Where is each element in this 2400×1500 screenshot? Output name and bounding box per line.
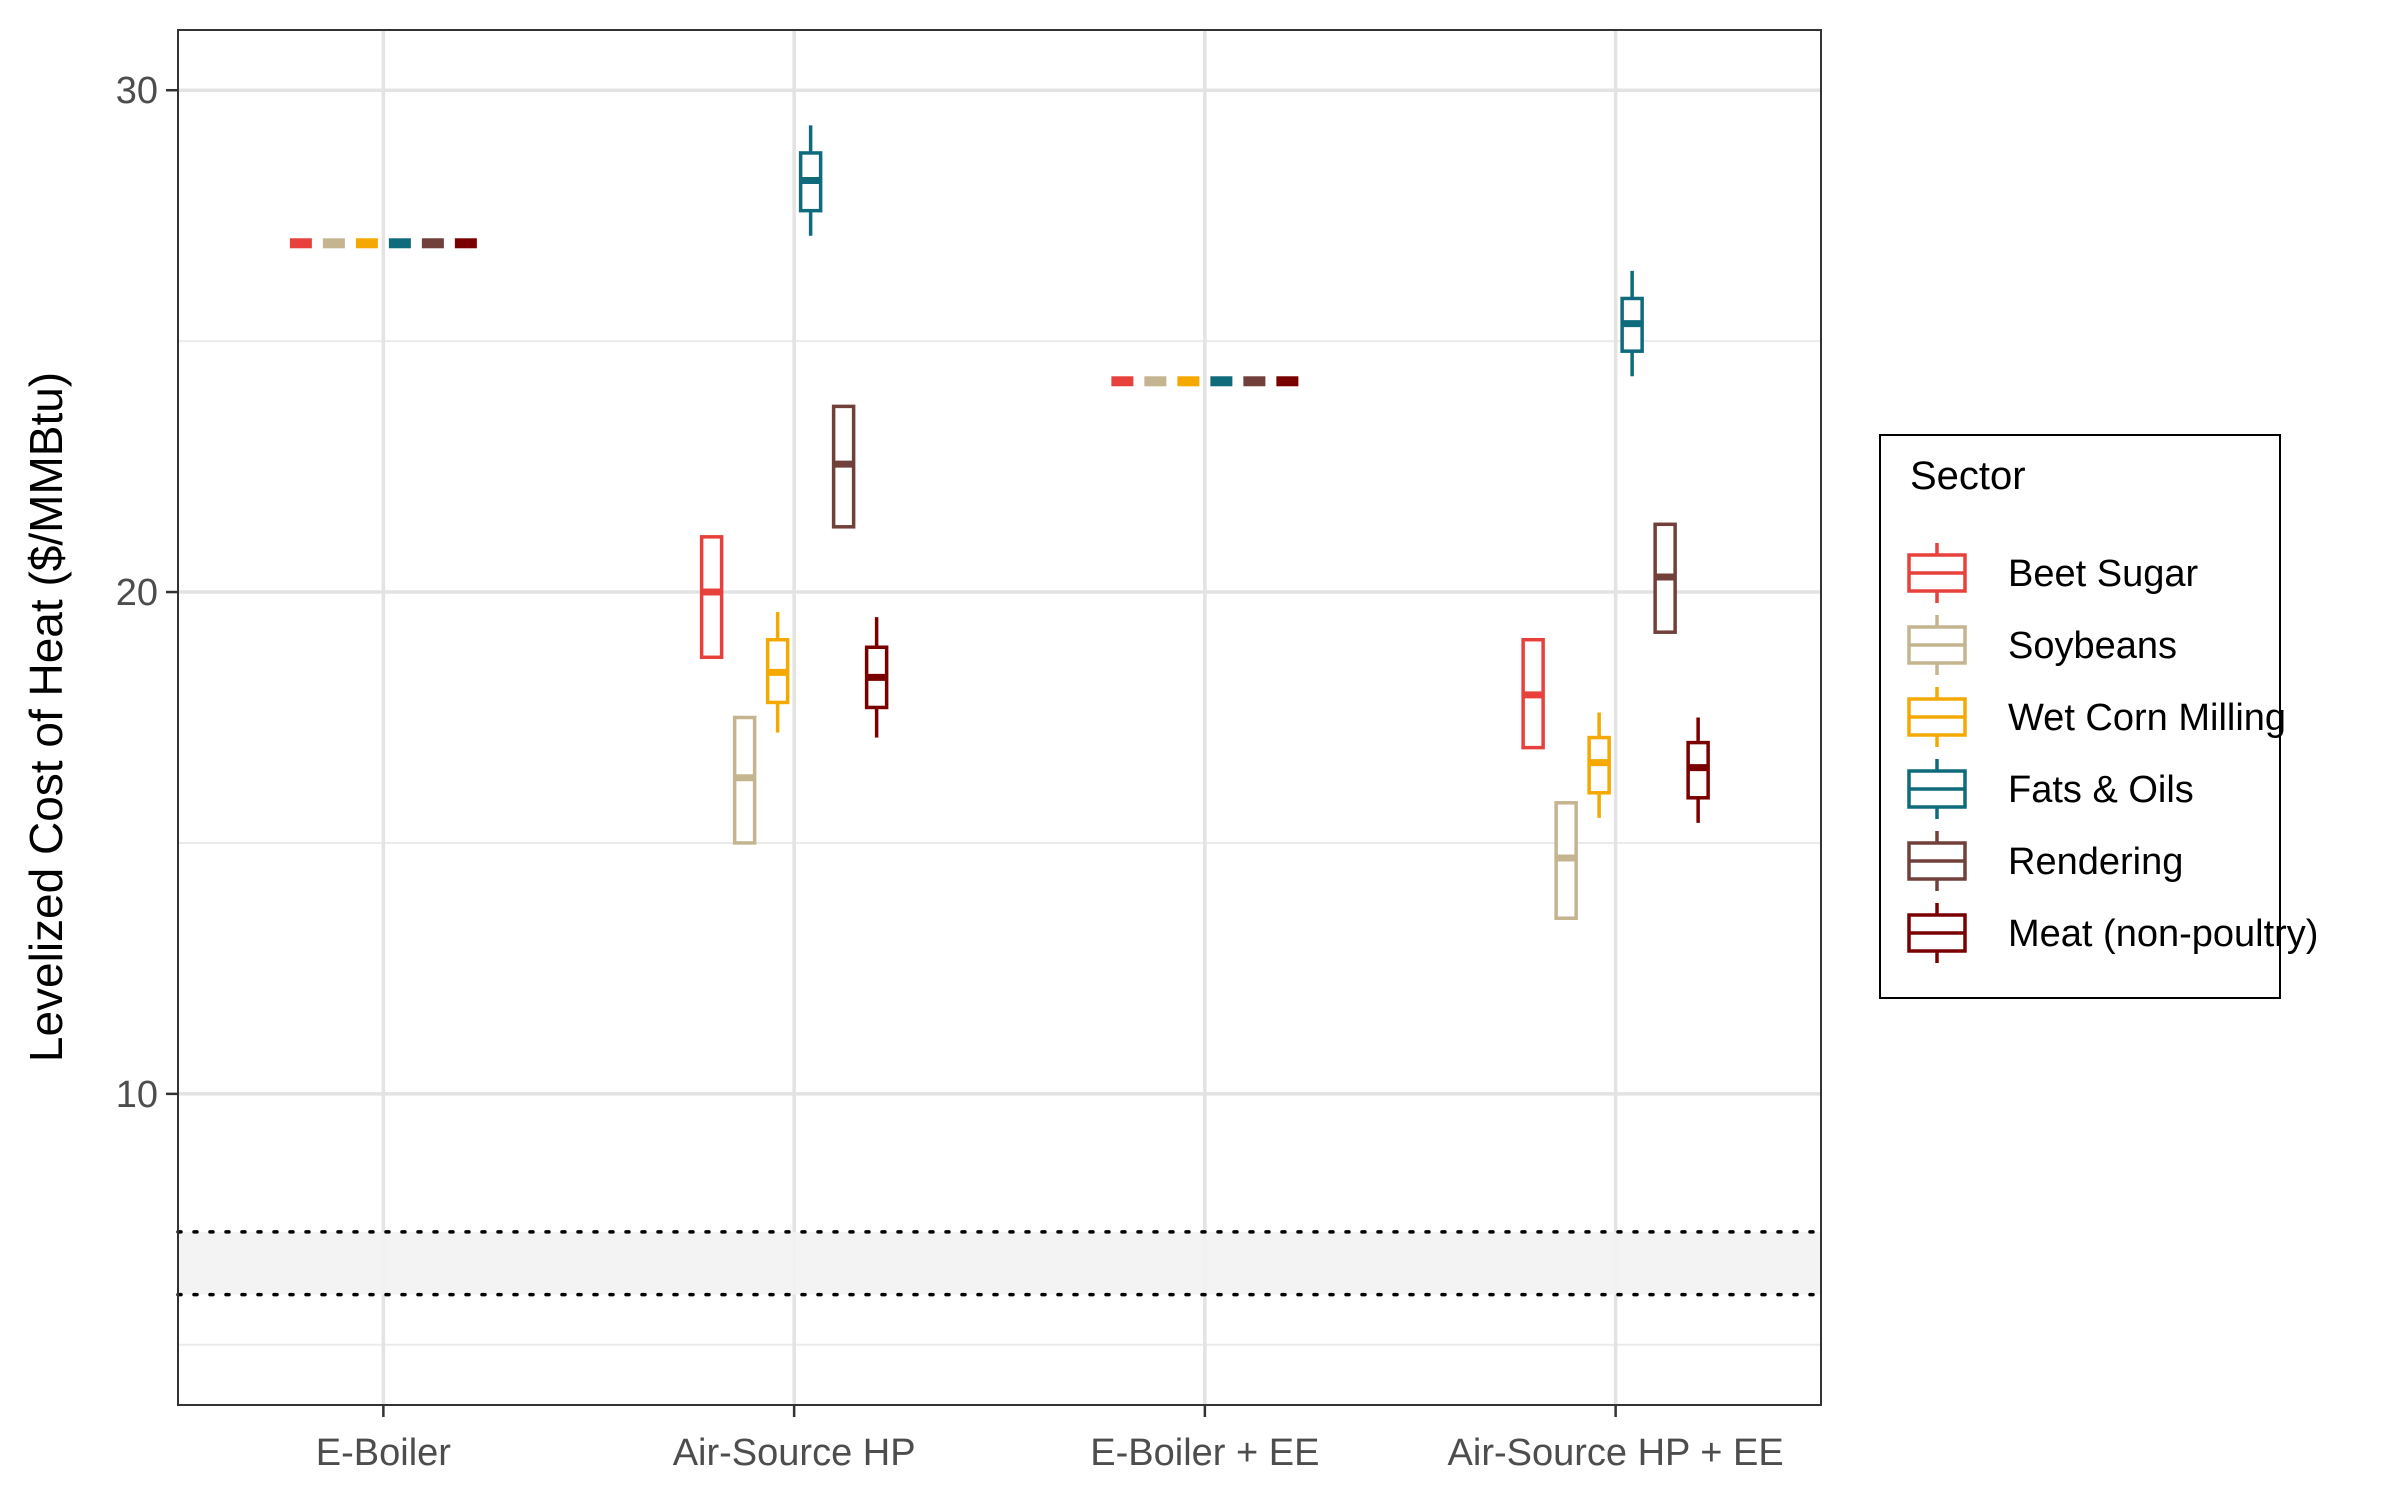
plot-panel-background [178, 30, 1821, 1405]
box-beet-sugar-3 [1521, 637, 1545, 750]
box-flat-mark [289, 238, 312, 249]
axes-layer: 10 20 30 E-Boiler Air-Source HP E-Boiler + EE… [116, 70, 1784, 1474]
box-flat-mark [388, 238, 411, 249]
box-rendering-2 [1243, 376, 1266, 387]
legend-item: Meat (non-poultry) [1907, 903, 2318, 963]
box-soybeans-3 [1554, 801, 1578, 920]
grid-layer [178, 30, 1821, 1405]
legend-item: Beet Sugar [1907, 543, 2198, 603]
box-flat-mark [1144, 376, 1167, 387]
reference-band-fill [178, 1231, 1821, 1295]
box-flat-mark [1210, 376, 1233, 387]
box-flat-mark [1111, 376, 1134, 387]
box-meat-non-poultry--2 [1276, 376, 1299, 387]
legend-item: Fats & Oils [1907, 759, 2194, 819]
box-wet-corn-milling-1 [765, 612, 790, 733]
y-tick-label: 30 [116, 70, 158, 112]
box-fats-oils-2 [1210, 376, 1233, 387]
y-tick-label: 20 [116, 572, 158, 614]
box-rendering-3 [1653, 522, 1677, 634]
box-wet-corn-milling-2 [1177, 376, 1200, 387]
box-flat-mark [1243, 376, 1266, 387]
y-tick-label: 10 [116, 1074, 158, 1116]
box-flat-mark [421, 238, 444, 249]
box-fats-oils-3 [1620, 270, 1644, 377]
reference-band [176, 1230, 1823, 1297]
box-rendering-1 [831, 404, 856, 529]
box-meat-non-poultry--1 [864, 617, 889, 738]
y-axis-title: Levelized Cost of Heat ($/MMBtu) [20, 372, 72, 1062]
x-tick-label: E-Boiler + EE [1090, 1432, 1319, 1474]
box-flat-mark [1177, 376, 1200, 387]
box-soybeans-0 [322, 238, 345, 249]
box-flat-mark [322, 238, 345, 249]
box-wet-corn-milling-3 [1587, 712, 1611, 818]
box-beet-sugar-1 [699, 535, 724, 660]
legend-item: Wet Corn Milling [1907, 687, 2286, 747]
legend-label: Meat (non-poultry) [2008, 913, 2318, 955]
legend-label: Rendering [2008, 841, 2183, 883]
legend-title: Sector [1910, 454, 2026, 498]
boxes-layer [289, 125, 1710, 920]
box-soybeans-1 [732, 715, 757, 845]
box-wet-corn-milling-0 [355, 238, 378, 249]
legend-label: Fats & Oils [2008, 769, 2194, 811]
box-meat-non-poultry--0 [454, 238, 477, 249]
plot-panel-border [177, 29, 1822, 1406]
legend-item: Rendering [1907, 831, 2183, 891]
x-tick-label: Air-Source HP [673, 1432, 916, 1474]
legend: Sector Beet Sugar Soybeans Wet Corn Milling… [1879, 434, 2318, 999]
box-iqr [699, 535, 724, 660]
box-rendering-0 [421, 238, 444, 249]
legend-label: Soybeans [2008, 625, 2177, 667]
box-fats-oils-0 [388, 238, 411, 249]
box-flat-mark [355, 238, 378, 249]
x-tick-label: E-Boiler [316, 1432, 451, 1474]
legend-label: Beet Sugar [2008, 553, 2198, 595]
box-beet-sugar-2 [1111, 376, 1134, 387]
legend-item: Soybeans [1907, 615, 2177, 675]
legend-label: Wet Corn Milling [2008, 697, 2286, 739]
box-beet-sugar-0 [289, 238, 312, 249]
x-tick-label: Air-Source HP + EE [1448, 1432, 1784, 1474]
box-flat-mark [454, 238, 477, 249]
box-fats-oils-1 [798, 125, 823, 236]
box-meat-non-poultry--3 [1686, 717, 1710, 823]
box-flat-mark [1276, 376, 1299, 387]
box-soybeans-2 [1144, 376, 1167, 387]
